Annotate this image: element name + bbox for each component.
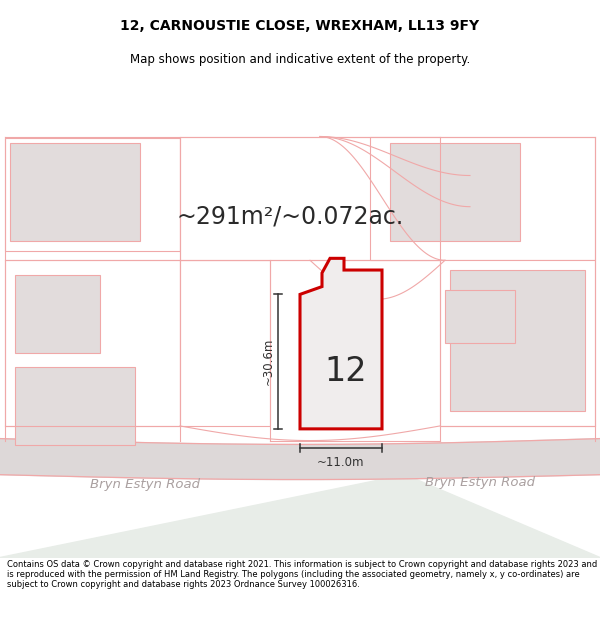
Polygon shape [440, 260, 595, 426]
Polygon shape [5, 139, 180, 251]
Text: Bryn Estyn Road: Bryn Estyn Road [425, 476, 535, 489]
Text: 12, CARNOUSTIE CLOSE, WREXHAM, LL13 9FY: 12, CARNOUSTIE CLOSE, WREXHAM, LL13 9FY [121, 19, 479, 32]
Text: 12: 12 [325, 355, 367, 388]
Polygon shape [180, 136, 440, 260]
Text: ~30.6m: ~30.6m [262, 338, 275, 386]
Text: ~11.0m: ~11.0m [317, 456, 365, 469]
Polygon shape [450, 270, 585, 411]
Text: Contains OS data © Crown copyright and database right 2021. This information is : Contains OS data © Crown copyright and d… [7, 559, 598, 589]
Polygon shape [5, 260, 180, 426]
Polygon shape [15, 275, 100, 353]
Polygon shape [10, 143, 140, 241]
Polygon shape [445, 289, 515, 343]
Polygon shape [390, 143, 520, 241]
Text: Bryn Estyn Road: Bryn Estyn Road [90, 478, 200, 491]
Polygon shape [300, 258, 382, 429]
Polygon shape [370, 136, 595, 260]
Text: Map shows position and indicative extent of the property.: Map shows position and indicative extent… [130, 54, 470, 66]
Polygon shape [15, 368, 135, 446]
Text: ~291m²/~0.072ac.: ~291m²/~0.072ac. [176, 204, 404, 228]
Polygon shape [0, 439, 600, 479]
Polygon shape [0, 474, 600, 558]
Polygon shape [180, 260, 270, 426]
